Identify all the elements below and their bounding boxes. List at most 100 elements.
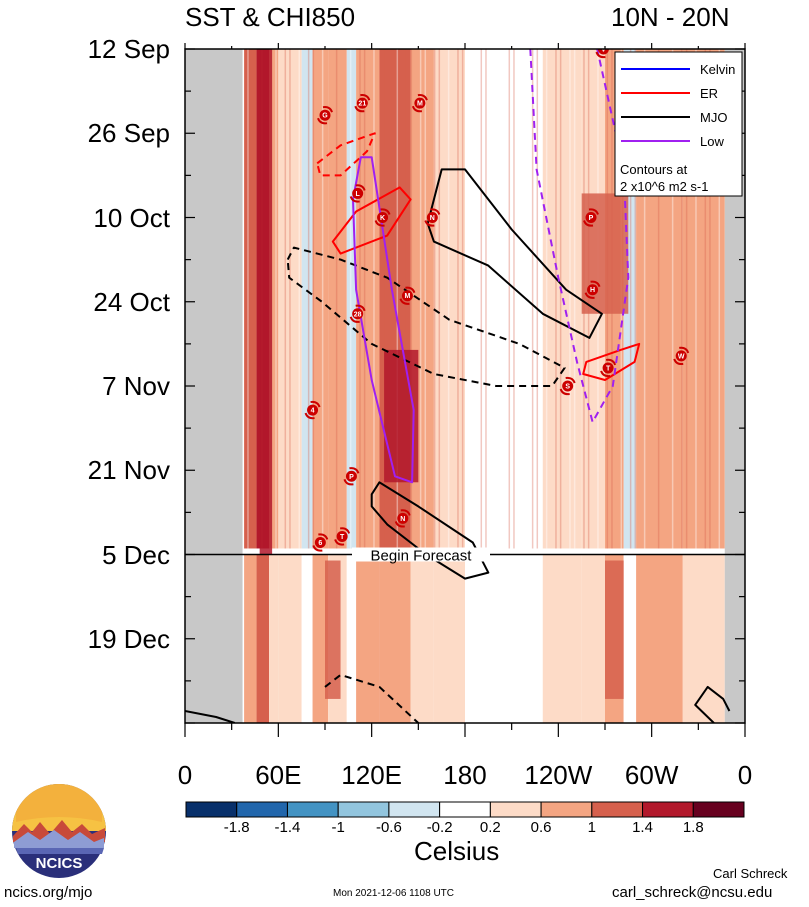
contour-er (331, 186, 412, 255)
sst-streak (508, 49, 511, 549)
colorbar-units: Celsius (414, 836, 500, 866)
colorbar-level-label: 1 (587, 819, 596, 836)
sst-streak (559, 49, 562, 549)
sst-streak (573, 49, 576, 549)
storm-label: T (606, 365, 611, 372)
colorbar-swatch (388, 801, 441, 818)
timestamp: Mon 2021-12-06 1108 UTC (333, 888, 454, 899)
storm-dot (352, 187, 364, 199)
legend-label-low: Low (700, 134, 724, 149)
contour-mjo (185, 710, 236, 723)
sst-streak (396, 49, 399, 549)
storm-arm (417, 94, 428, 101)
storm-dot (562, 380, 574, 392)
storm-arm (595, 51, 606, 59)
storm-arm (424, 220, 435, 227)
sst-streak (424, 49, 427, 549)
storm-marker: 21 (354, 94, 371, 113)
sst-streak (335, 49, 338, 549)
sst-band-forecast (256, 554, 269, 723)
storm-dot (307, 404, 319, 416)
storm-arm (322, 106, 333, 113)
y-tick-label: 5 Dec (102, 539, 170, 570)
sst-streak (718, 49, 721, 549)
colorbar-swatch (642, 801, 694, 818)
ncics-logo: NCICS (12, 783, 106, 878)
legend-note-line2: 2 x10^6 m2 s-1 (620, 179, 708, 194)
sst-streak (457, 49, 459, 549)
storm-arm (374, 220, 385, 227)
sst-band (465, 49, 504, 549)
storm-label: W (678, 353, 685, 360)
storm-arm (312, 545, 323, 552)
colorbar-swatch (439, 801, 491, 818)
sst-band-forecast (503, 554, 543, 723)
storm-arm (349, 316, 360, 323)
colorbar-level-label: 1.8 (682, 819, 704, 836)
sst-streak (709, 49, 711, 549)
sst-band (269, 49, 279, 549)
sst-streak (438, 49, 441, 549)
colorbar-swatch (236, 801, 288, 818)
storm-marker: P (343, 467, 360, 486)
storm-label: L (356, 191, 361, 198)
storm-dot (602, 362, 614, 374)
sst-warm-patch (605, 560, 624, 699)
legend-box (614, 51, 743, 197)
y-tick-label: 24 Oct (93, 286, 170, 317)
storm-dot (401, 290, 413, 302)
sst-streak (634, 49, 637, 549)
storm-dot (356, 97, 368, 109)
sst-streak (373, 49, 375, 549)
sst-band (312, 49, 329, 549)
colorbar-swatch (540, 801, 593, 818)
storm-label: 6 (318, 540, 322, 547)
sst-streak (629, 49, 632, 549)
storm-arm (679, 346, 690, 354)
site-link[interactable]: ncics.org/mjo (4, 884, 93, 901)
storm-dot (352, 308, 364, 320)
storm-arm (349, 196, 360, 203)
storm-arm (360, 94, 371, 101)
storm-arm (400, 509, 411, 516)
y-tick-label: 21 Nov (87, 455, 170, 486)
colorbar-level-label: 0.2 (479, 819, 501, 836)
sst-band-forecast (465, 554, 504, 723)
sst-streak (513, 49, 515, 549)
legend-label-er: ER (700, 86, 718, 101)
storm-arm (334, 539, 345, 546)
y-tick-label: 26 Sep (87, 118, 170, 149)
sst-streak (461, 49, 464, 549)
colorbar-level-label: 1.4 (632, 819, 653, 836)
sst-band-forecast (682, 554, 725, 723)
storm-label: N (400, 516, 405, 523)
storm-label: S (565, 384, 570, 391)
storm-arm (349, 467, 360, 474)
sst-band (301, 49, 313, 549)
storm-marker: W (673, 346, 690, 366)
sst-streak (522, 49, 525, 549)
sst-streak (485, 49, 487, 549)
author-email[interactable]: carl_schreck@ncsu.edu (612, 884, 773, 901)
storm-arm (601, 41, 610, 46)
sst-streak (499, 49, 501, 549)
storm-dot (587, 284, 599, 296)
sst-streak (471, 49, 473, 549)
contour-er (582, 342, 641, 381)
colorbar-swatch (185, 801, 238, 818)
colorbar-level-label: 0.6 (530, 819, 552, 836)
sst-streak (363, 49, 366, 549)
sst-streak (536, 49, 539, 549)
sst-streak (545, 49, 548, 549)
storm-dot (345, 470, 357, 482)
storm-arm (355, 184, 366, 191)
y-tick-label: 7 Nov (102, 371, 170, 401)
sst-band-forecast (542, 554, 582, 723)
legend-label-mjo: MJO (700, 110, 727, 125)
sst-streak (312, 49, 315, 549)
sst-streak (307, 49, 310, 549)
sst-streak (275, 49, 277, 549)
storm-arm (559, 388, 570, 396)
storm-marker: K (374, 208, 391, 227)
